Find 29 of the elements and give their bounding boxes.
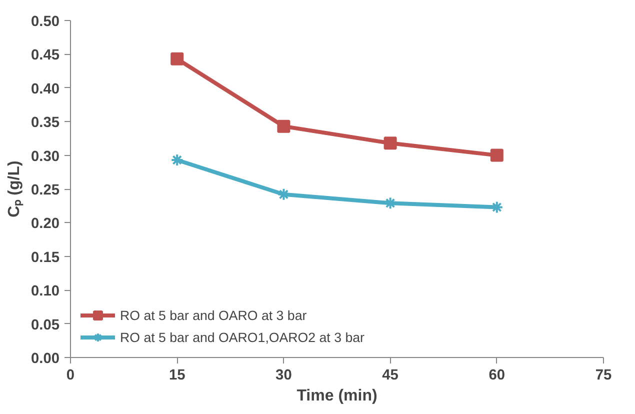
point — [277, 120, 290, 133]
y-tick-label: 0.15 — [30, 250, 60, 266]
y-axis-title: Cₚ (g/L) — [6, 160, 24, 218]
y-tick-label: 0.50 — [30, 14, 60, 30]
x-tick-label: 0 — [66, 368, 75, 384]
y-tick-label: 0.20 — [30, 216, 60, 232]
x-tick-label: 75 — [595, 368, 612, 384]
point — [170, 154, 184, 167]
point — [490, 200, 504, 214]
y-tick-label: 0.35 — [30, 115, 60, 132]
point — [384, 196, 397, 210]
y-tick-label: 0.25 — [30, 182, 60, 198]
point — [277, 188, 290, 201]
y-tick-label: 0.10 — [30, 284, 60, 300]
legend-label: RO at 5 bar and OARO1,OARO2 at 3 bar — [120, 330, 364, 344]
x-tick-label: 30 — [276, 368, 292, 384]
y-tick-label: 0.30 — [30, 148, 60, 165]
x-axis-title: Time (min) — [296, 388, 378, 404]
y-tick-label: 0.45 — [30, 48, 60, 64]
point — [170, 52, 184, 66]
y-tick-label: 0.40 — [30, 81, 60, 98]
x-tick-label: 15 — [168, 368, 186, 384]
y-tick-label: 0.05 — [30, 317, 60, 334]
legend-label: RO at 5 bar and OARO at 3 bar — [120, 308, 307, 322]
x-tick-label: 60 — [488, 368, 506, 384]
x-tick-label: 45 — [382, 368, 398, 384]
point — [384, 136, 397, 150]
y-tick-label: 0.00 — [30, 351, 60, 367]
point — [490, 148, 504, 162]
